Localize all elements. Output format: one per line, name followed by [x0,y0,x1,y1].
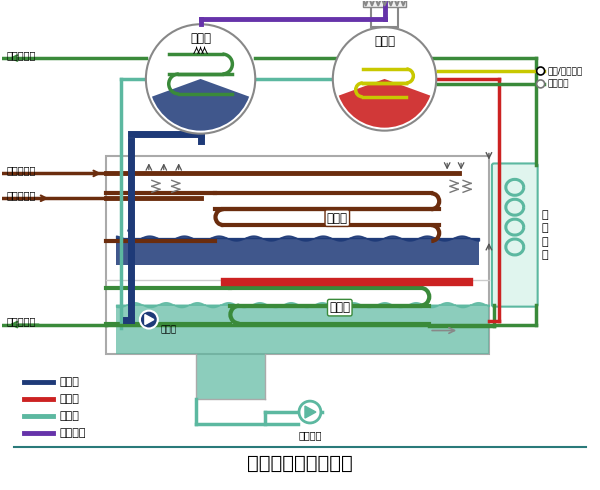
Circle shape [536,80,545,88]
Circle shape [299,401,321,423]
Text: 换
交
热
器: 换 交 热 器 [542,210,548,260]
Bar [362,0,406,7]
Circle shape [140,311,158,328]
Text: 冷媒水: 冷媒水 [59,377,79,387]
Bar [196,354,265,399]
FancyBboxPatch shape [492,164,538,307]
Polygon shape [305,406,316,418]
Polygon shape [145,315,154,324]
Text: 发生器: 发生器 [374,35,395,48]
Bar [116,238,479,265]
Text: 蒸发器: 蒸发器 [327,212,348,224]
Text: 余热水出口: 余热水出口 [7,190,36,200]
Circle shape [333,27,436,131]
Text: 吸收液泵: 吸收液泵 [298,430,322,440]
Wedge shape [152,79,249,131]
Text: 热媒水出口: 热媒水出口 [7,50,36,60]
Text: 凝水出口: 凝水出口 [548,79,569,88]
Bar [116,305,489,354]
Wedge shape [339,79,430,128]
Text: 浓溶液: 浓溶液 [59,394,79,404]
Text: 冷凝器: 冷凝器 [190,32,211,45]
Text: 稀溶液: 稀溶液 [59,411,79,421]
Text: 冷媒蒸汽: 冷媒蒸汽 [59,428,86,438]
Text: 水源热泵的工作原理: 水源热泵的工作原理 [247,454,353,473]
Text: 蒸汽/热水入口: 蒸汽/热水入口 [548,67,583,75]
Circle shape [536,67,545,75]
Text: 热媒水入口: 热媒水入口 [7,317,36,327]
Text: 吸收器: 吸收器 [329,301,350,314]
Bar [371,0,398,27]
Text: 冷媒泵: 冷媒泵 [161,325,177,334]
Circle shape [146,24,255,134]
Text: 余热水入口: 余热水入口 [7,166,36,175]
Bar [106,155,489,354]
